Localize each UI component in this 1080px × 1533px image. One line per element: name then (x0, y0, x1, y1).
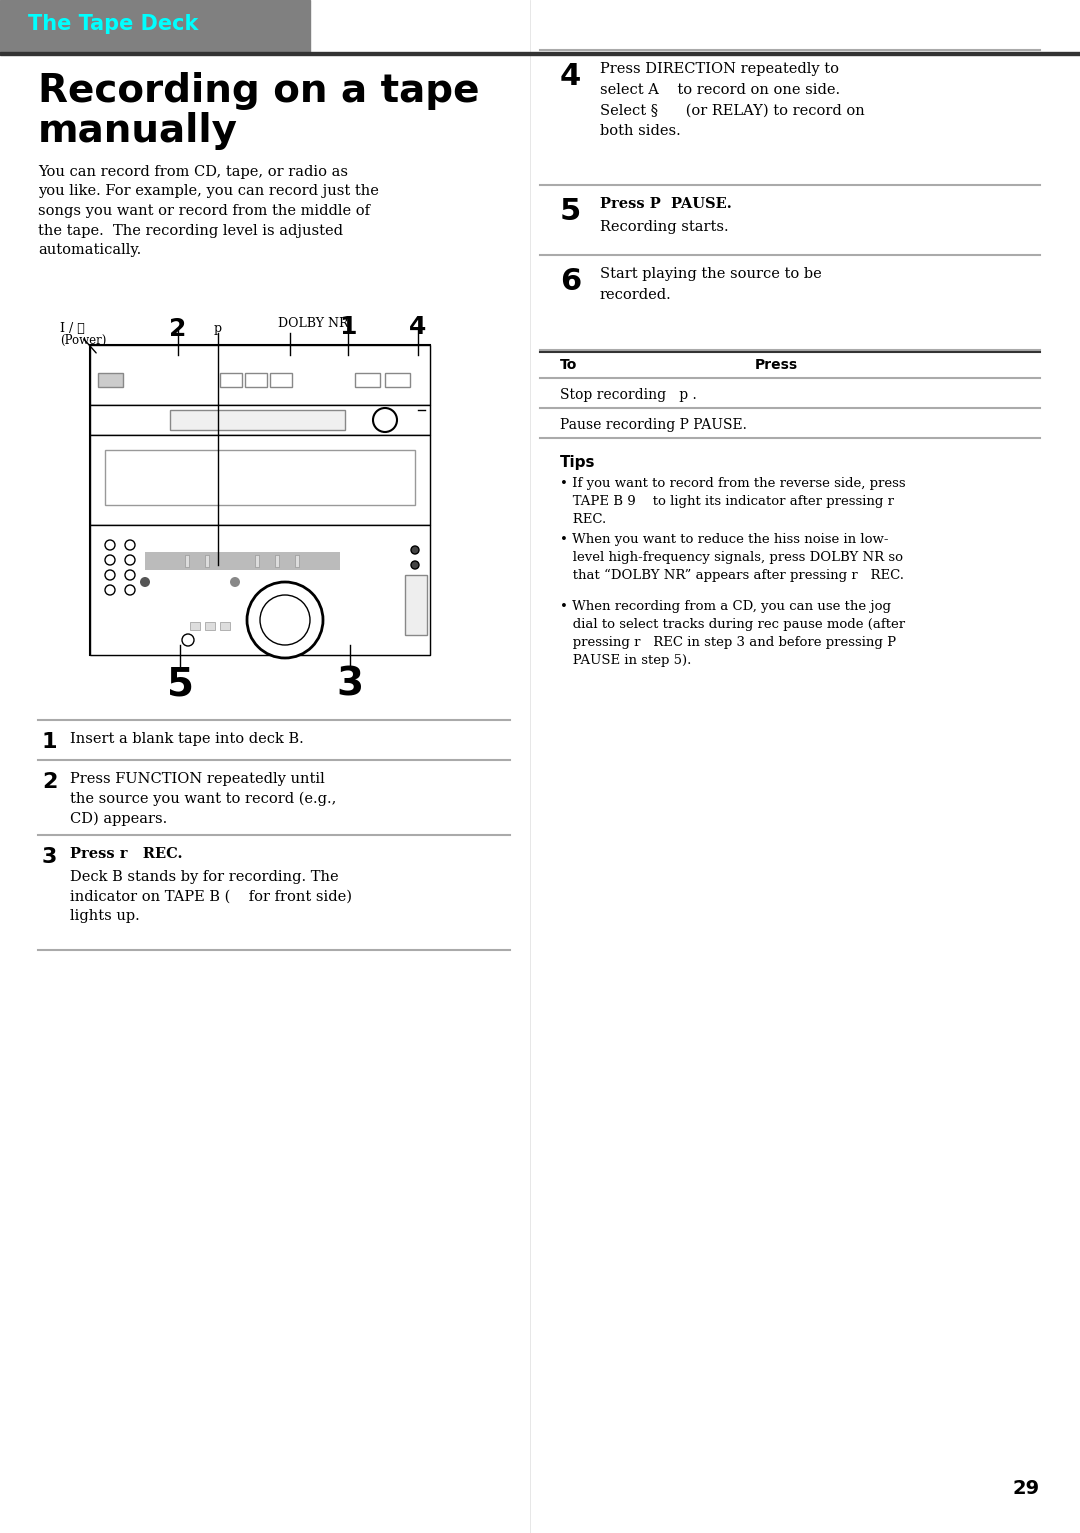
Bar (220, 622, 230, 630)
Text: 5: 5 (561, 198, 581, 225)
Bar (384, 373, 410, 386)
Bar (245, 373, 267, 386)
Circle shape (230, 576, 240, 587)
Bar (220, 373, 242, 386)
Bar (205, 622, 215, 630)
Bar (255, 555, 259, 567)
Circle shape (260, 595, 310, 645)
Text: I / ⏻: I / ⏻ (60, 322, 84, 336)
Text: You can record from CD, tape, or radio as
you like. For example, you can record : You can record from CD, tape, or radio a… (38, 166, 379, 258)
Text: Tips: Tips (561, 455, 595, 471)
Text: 5: 5 (166, 665, 193, 704)
Text: 3: 3 (337, 665, 364, 704)
Text: 29: 29 (1013, 1479, 1040, 1498)
Text: Start playing the source to be
recorded.: Start playing the source to be recorded. (600, 267, 822, 302)
Text: Insert a blank tape into deck B.: Insert a blank tape into deck B. (70, 731, 303, 747)
Bar (90, 524, 430, 655)
Text: Deck B stands by for recording. The
indicator on TAPE B (    for front side)
lig: Deck B stands by for recording. The indi… (70, 871, 352, 923)
Circle shape (247, 583, 323, 658)
Text: (Power): (Power) (60, 334, 106, 346)
Bar (0, 52, 1080, 55)
Bar (270, 373, 292, 386)
Text: 6: 6 (561, 267, 581, 296)
Bar (90, 405, 430, 435)
Circle shape (411, 561, 419, 569)
Circle shape (125, 540, 135, 550)
Bar (190, 622, 200, 630)
Circle shape (411, 546, 419, 553)
Bar (275, 555, 279, 567)
Bar (90, 345, 430, 655)
Text: Press P  PAUSE.: Press P PAUSE. (600, 198, 732, 212)
Circle shape (105, 586, 114, 595)
Bar (90, 435, 430, 524)
Text: 1: 1 (339, 314, 356, 339)
Text: 2: 2 (170, 317, 187, 340)
Text: The Tape Deck: The Tape Deck (28, 14, 199, 34)
Text: Press FUNCTION repeatedly until
the source you want to record (e.g.,
CD) appears: Press FUNCTION repeatedly until the sour… (70, 773, 336, 826)
Circle shape (183, 635, 194, 645)
Text: • When you want to reduce the hiss noise in low-
   level high-frequency signals: • When you want to reduce the hiss noise… (561, 533, 904, 583)
Text: 3: 3 (42, 848, 57, 868)
Circle shape (125, 586, 135, 595)
Text: p: p (214, 322, 222, 336)
Bar (205, 555, 210, 567)
Circle shape (105, 540, 114, 550)
Bar (170, 409, 345, 429)
Bar (295, 555, 299, 567)
Circle shape (105, 570, 114, 579)
Text: Recording on a tape: Recording on a tape (38, 72, 480, 110)
Circle shape (140, 576, 150, 587)
Text: • If you want to record from the reverse side, press
   TAPE B 9    to light its: • If you want to record from the reverse… (561, 477, 906, 526)
Circle shape (373, 408, 397, 432)
Bar (405, 575, 427, 635)
Text: To: To (561, 359, 578, 373)
Circle shape (125, 555, 135, 566)
Bar (355, 373, 380, 386)
Text: Press DIRECTION repeatedly to
select A    to record on one side.
Select §      (: Press DIRECTION repeatedly to select A t… (600, 61, 865, 138)
Text: 4: 4 (561, 61, 581, 90)
Bar (98, 373, 123, 386)
Circle shape (105, 555, 114, 566)
Bar (90, 345, 430, 405)
Text: Recording starts.: Recording starts. (600, 221, 729, 235)
Circle shape (411, 576, 419, 584)
Bar (145, 552, 340, 570)
Text: 2: 2 (42, 773, 57, 793)
Text: DOLBY NR: DOLBY NR (278, 317, 349, 330)
Text: Pause recording P PAUSE.: Pause recording P PAUSE. (561, 419, 747, 432)
Text: Press: Press (755, 359, 798, 373)
Text: • When recording from a CD, you can use the jog
   dial to select tracks during : • When recording from a CD, you can use … (561, 599, 905, 667)
Bar (185, 555, 189, 567)
Text: manually: manually (38, 112, 238, 150)
Text: 1: 1 (42, 731, 57, 753)
Text: Stop recording   p .: Stop recording p . (561, 388, 697, 402)
Circle shape (125, 570, 135, 579)
Bar (0, 0, 310, 52)
Bar (105, 451, 415, 504)
Text: 4: 4 (409, 314, 427, 339)
Text: Press r   REC.: Press r REC. (70, 848, 183, 862)
